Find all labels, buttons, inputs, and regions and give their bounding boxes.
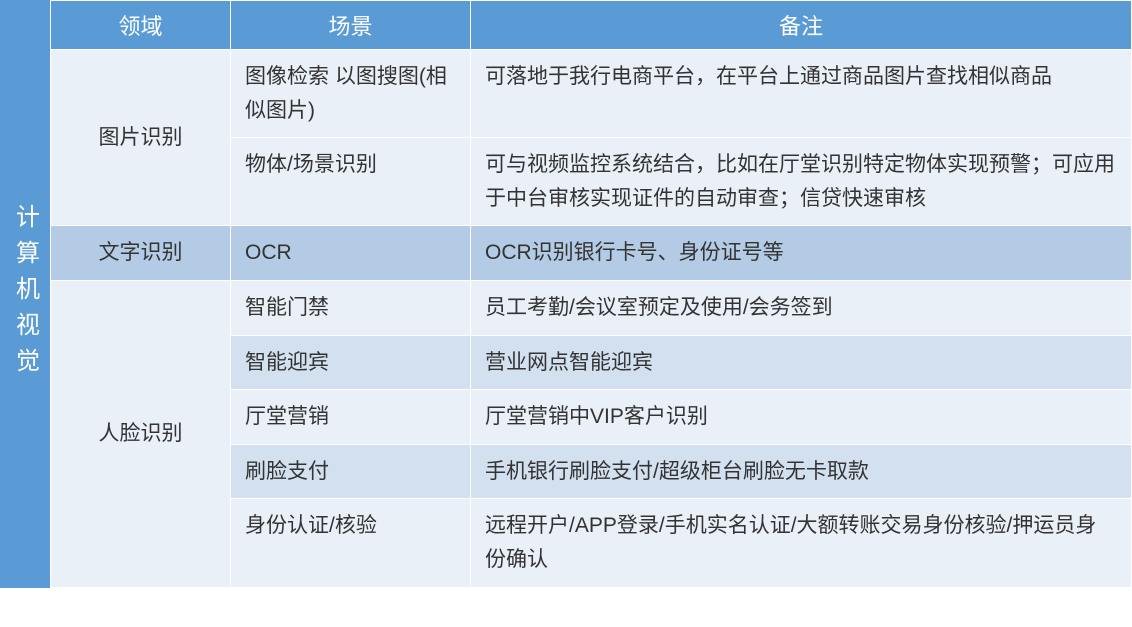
table-row: 图片识别图像检索 以图搜图(相似图片)可落地于我行电商平台，在平台上通过商品图片… — [51, 50, 1132, 138]
cell-scene: 刷脸支付 — [231, 444, 471, 499]
table-body: 图片识别图像检索 以图搜图(相似图片)可落地于我行电商平台，在平台上通过商品图片… — [51, 50, 1132, 588]
cell-remark: 手机银行刷脸支付/超级柜台刷脸无卡取款 — [471, 444, 1132, 499]
cell-remark: 营业网点智能迎宾 — [471, 335, 1132, 390]
cell-remark: 远程开户/APP登录/手机实名认证/大额转账交易身份核验/押运员身份确认 — [471, 499, 1132, 587]
cell-remark: 员工考勤/会议室预定及使用/会务签到 — [471, 280, 1132, 335]
cell-domain: 文字识别 — [51, 226, 231, 281]
cell-scene: 身份认证/核验 — [231, 499, 471, 587]
cell-remark: OCR识别银行卡号、身份证号等 — [471, 226, 1132, 281]
main-table: 领域 场景 备注 图片识别图像检索 以图搜图(相似图片)可落地于我行电商平台，在… — [50, 0, 1132, 588]
header-scene: 场景 — [231, 1, 471, 50]
table-row: 文字识别OCROCR识别银行卡号、身份证号等 — [51, 226, 1132, 281]
table-container: 计算机视觉 领域 场景 备注 图片识别图像检索 以图搜图(相似图片)可落地于我行… — [0, 0, 1132, 588]
category-column: 计算机视觉 — [0, 0, 50, 588]
table-row: 人脸识别智能门禁员工考勤/会议室预定及使用/会务签到 — [51, 280, 1132, 335]
cell-scene: OCR — [231, 226, 471, 281]
cell-scene: 厅堂营销 — [231, 390, 471, 445]
cell-scene: 智能迎宾 — [231, 335, 471, 390]
header-row: 领域 场景 备注 — [51, 1, 1132, 50]
header-remark: 备注 — [471, 1, 1132, 50]
cell-remark: 可落地于我行电商平台，在平台上通过商品图片查找相似商品 — [471, 50, 1132, 138]
category-label: 计算机视觉 — [8, 204, 43, 384]
header-domain: 领域 — [51, 1, 231, 50]
cell-scene: 智能门禁 — [231, 280, 471, 335]
cell-remark: 厅堂营销中VIP客户识别 — [471, 390, 1132, 445]
cell-scene: 图像检索 以图搜图(相似图片) — [231, 50, 471, 138]
cell-domain: 人脸识别 — [51, 280, 231, 587]
cell-scene: 物体/场景识别 — [231, 138, 471, 226]
cell-remark: 可与视频监控系统结合，比如在厅堂识别特定物体实现预警；可应用于中台审核实现证件的… — [471, 138, 1132, 226]
cell-domain: 图片识别 — [51, 50, 231, 226]
